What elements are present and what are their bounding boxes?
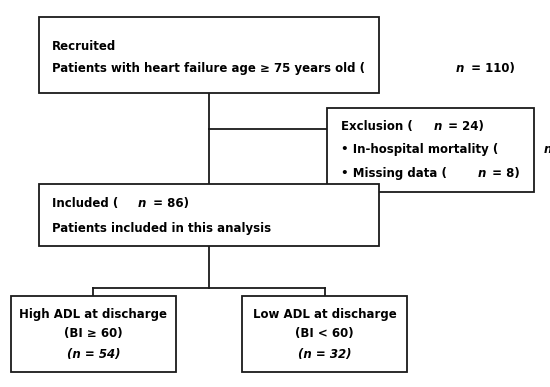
Text: = 24): = 24) — [444, 120, 484, 133]
Text: n: n — [433, 120, 442, 133]
Text: Exclusion (: Exclusion ( — [341, 120, 412, 133]
Text: (BI < 60): (BI < 60) — [295, 327, 354, 340]
Text: High ADL at discharge: High ADL at discharge — [19, 308, 168, 322]
Text: n: n — [138, 197, 146, 210]
Text: Patients included in this analysis: Patients included in this analysis — [52, 222, 271, 235]
FancyBboxPatch shape — [11, 296, 176, 372]
FancyBboxPatch shape — [39, 184, 379, 246]
Text: Included (: Included ( — [52, 197, 118, 210]
FancyBboxPatch shape — [242, 296, 407, 372]
Text: n: n — [544, 144, 550, 156]
FancyBboxPatch shape — [327, 108, 534, 192]
Text: (BI ≥ 60): (BI ≥ 60) — [64, 327, 123, 340]
Text: = 8): = 8) — [488, 167, 520, 180]
Text: Low ADL at discharge: Low ADL at discharge — [252, 308, 397, 322]
FancyBboxPatch shape — [39, 17, 379, 93]
Text: = 86): = 86) — [148, 197, 189, 210]
Text: n: n — [456, 62, 465, 75]
Text: Patients with heart failure age ≥ 75 years old (: Patients with heart failure age ≥ 75 yea… — [52, 62, 365, 75]
Text: • In-hospital mortality (: • In-hospital mortality ( — [341, 144, 498, 156]
Text: (n = 32): (n = 32) — [298, 348, 351, 361]
Text: (n = 54): (n = 54) — [67, 348, 120, 361]
Text: = 110): = 110) — [467, 62, 515, 75]
Text: n: n — [477, 167, 486, 180]
Text: Recruited: Recruited — [52, 39, 117, 53]
Text: • Missing data (: • Missing data ( — [341, 167, 447, 180]
